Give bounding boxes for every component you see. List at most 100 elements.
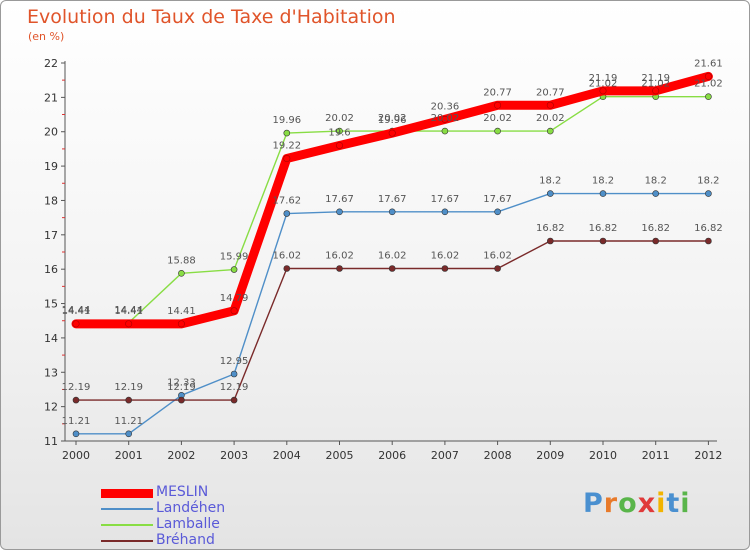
data-label: 20.77 (483, 87, 512, 98)
data-point (283, 155, 291, 163)
legend-swatch (101, 488, 153, 498)
data-label: 19.96 (272, 115, 301, 126)
data-label: 17.67 (483, 194, 512, 205)
data-point (652, 237, 660, 245)
data-point (72, 396, 80, 404)
data-label: 20.77 (536, 87, 565, 98)
data-label: 16.02 (325, 250, 354, 261)
data-label: 16.82 (694, 223, 723, 234)
data-point (494, 101, 502, 109)
x-tick-label: 2005 (326, 449, 354, 462)
data-point (336, 265, 343, 272)
y-tick-label: 19 (44, 160, 58, 173)
x-tick-label: 2003 (220, 449, 248, 462)
data-point (441, 127, 449, 135)
data-label: 18.2 (539, 176, 561, 187)
data-point (546, 190, 554, 197)
data-label: 14.44 (62, 305, 91, 316)
data-label: 21.02 (641, 79, 670, 90)
y-tick-label: 15 (44, 298, 58, 311)
data-label: 11.21 (114, 416, 143, 427)
y-tick-label: 16 (44, 263, 58, 276)
x-tick-label: 2009 (536, 449, 564, 462)
data-label: 21.02 (694, 79, 723, 90)
data-point (336, 208, 343, 216)
logo-letter: i (656, 488, 667, 519)
data-label: 21.19 (589, 73, 618, 84)
data-label: 21.61 (694, 58, 723, 69)
data-label: 18.2 (592, 176, 614, 187)
legend-swatch (101, 524, 153, 526)
x-tick-label: 2001 (115, 449, 143, 462)
data-point (599, 237, 607, 245)
x-tick-label: 2002 (167, 449, 195, 462)
data-point (652, 87, 660, 95)
legend-swatch (101, 508, 153, 510)
data-point (283, 210, 291, 217)
data-label: 16.02 (483, 250, 512, 261)
data-label: 16.82 (641, 223, 670, 234)
x-tick-label: 2011 (642, 449, 670, 462)
data-point (705, 237, 712, 245)
chart-title: Evolution du Taux de Taxe d'Habitation (27, 6, 396, 28)
data-point (230, 370, 238, 378)
data-label: 19.6 (328, 127, 350, 138)
data-point (336, 127, 343, 135)
data-point (125, 430, 132, 438)
data-point (388, 208, 396, 216)
data-label: 21.19 (641, 73, 670, 84)
data-point (125, 320, 133, 328)
data-point (177, 320, 185, 328)
data-label: 14.41 (114, 306, 143, 317)
data-label: 17.67 (431, 194, 460, 205)
legend-label: Bréhand (156, 532, 215, 548)
data-label: 20.02 (325, 113, 354, 124)
legend-label: Landéhen (156, 500, 226, 516)
data-point (72, 320, 80, 328)
data-point (230, 307, 238, 315)
data-label: 19.96 (378, 115, 407, 126)
data-label: 20.02 (431, 113, 460, 124)
logo-letter: x (637, 488, 657, 519)
data-label: 20.36 (431, 101, 460, 112)
legend-label: MESLIN (156, 484, 209, 500)
data-point (705, 190, 712, 197)
data-point (441, 265, 449, 272)
data-label: 12.19 (114, 382, 143, 393)
data-label: 16.02 (272, 250, 301, 261)
x-tick-label: 2012 (694, 449, 722, 462)
logo-letter: P (583, 488, 604, 519)
y-tick-label: 20 (44, 126, 58, 139)
data-label: 16.02 (378, 250, 407, 261)
data-label: 12.19 (62, 382, 91, 393)
data-label: 15.99 (220, 252, 249, 263)
legend-label: Lamballe (156, 516, 220, 532)
data-label: 15.88 (167, 255, 196, 266)
x-tick-label: 2007 (431, 449, 459, 462)
data-label: 12.19 (220, 382, 249, 393)
legend-swatch (101, 540, 153, 542)
data-point (230, 396, 238, 404)
data-point (283, 265, 291, 272)
y-tick-label: 12 (44, 401, 58, 414)
data-point (599, 87, 607, 95)
data-label: 12.19 (167, 382, 196, 393)
data-point (599, 190, 607, 197)
logo-letter: t (666, 488, 681, 519)
data-label: 12.33 (167, 377, 196, 388)
data-point (178, 396, 185, 404)
data-point (125, 396, 132, 404)
data-label: 17.67 (325, 194, 354, 205)
x-tick-label: 2010 (589, 449, 617, 462)
data-point (335, 141, 343, 149)
y-tick-label: 21 (44, 91, 58, 104)
data-label: 17.67 (378, 194, 407, 205)
data-point (494, 265, 501, 272)
logo-letter: i (680, 488, 691, 519)
data-point (704, 72, 712, 80)
data-label: 12.95 (220, 356, 249, 367)
y-tick-label: 17 (44, 229, 58, 242)
y-tick-label: 13 (44, 366, 58, 379)
data-label: 20.02 (536, 113, 565, 124)
data-label: 11.21 (62, 416, 91, 427)
